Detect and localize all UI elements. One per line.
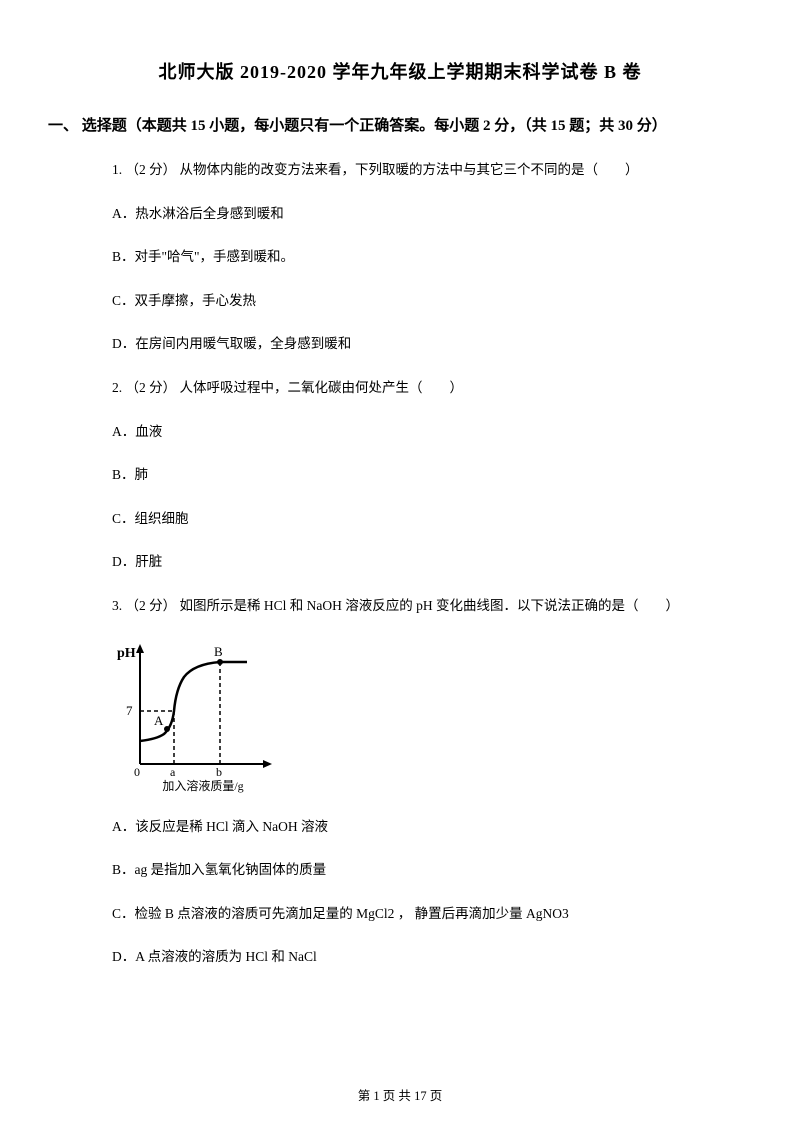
question-points: （2 分）	[126, 162, 177, 177]
option-d: D．在房间内用暖气取暖，全身感到暖和	[112, 333, 732, 355]
question-text: 从物体内能的改变方法来看，下列取暖的方法中与其它三个不同的是（ ）	[180, 162, 639, 177]
point-a-label: A	[154, 713, 164, 728]
x-axis-label: 加入溶液质量/g	[124, 777, 282, 794]
option-c: C．组织细胞	[112, 508, 732, 530]
option-a: A．该反应是稀 HCl 滴入 NaOH 溶液	[112, 816, 732, 838]
question-3: 3. （2 分） 如图所示是稀 HCl 和 NaOH 溶液反应的 pH 变化曲线…	[112, 595, 732, 617]
option-d: D．肝脏	[112, 551, 732, 573]
question-text: 人体呼吸过程中，二氧化碳由何处产生（ ）	[180, 380, 464, 395]
option-c: C．双手摩擦，手心发热	[112, 290, 732, 312]
question-text: 如图所示是稀 HCl 和 NaOH 溶液反应的 pH 变化曲线图．以下说法正确的…	[180, 598, 680, 613]
option-b: B．对手"哈气"，手感到暖和。	[112, 246, 732, 268]
option-a: A．热水淋浴后全身感到暖和	[112, 203, 732, 225]
section-number: 一、	[48, 118, 78, 134]
question-stem: 1. （2 分） 从物体内能的改变方法来看，下列取暖的方法中与其它三个不同的是（…	[112, 159, 732, 181]
footer-total: 17	[414, 1089, 427, 1103]
y-axis-label: pH	[117, 646, 136, 661]
question-number: 2.	[112, 380, 122, 395]
ph-curve	[140, 662, 247, 741]
x-axis-arrow	[263, 760, 272, 768]
footer-prefix: 第	[358, 1089, 371, 1103]
point-b-label: B	[214, 644, 223, 659]
footer-page: 1	[373, 1089, 379, 1103]
page-title: 北师大版 2019-2020 学年九年级上学期期末科学试卷 B 卷	[68, 58, 732, 84]
point-a-marker	[164, 726, 170, 732]
section-label: 选择题（本题共 15 小题，每小题只有一个正确答案。每小题 2 分，（共 15 …	[82, 118, 667, 134]
question-points: （2 分）	[126, 380, 177, 395]
question-stem: 2. （2 分） 人体呼吸过程中，二氧化碳由何处产生（ ）	[112, 377, 732, 399]
question-3-options: A．该反应是稀 HCl 滴入 NaOH 溶液 B．ag 是指加入氢氧化钠固体的质…	[112, 816, 732, 968]
ph-chart-svg: pH 7 A B 0 a b	[112, 639, 282, 779]
xtick-0: 0	[134, 765, 140, 779]
question-number: 3.	[112, 598, 122, 613]
footer-suffix: 页	[430, 1089, 443, 1103]
question-1: 1. （2 分） 从物体内能的改变方法来看，下列取暖的方法中与其它三个不同的是（…	[112, 159, 732, 355]
footer-mid: 页 共	[383, 1089, 411, 1103]
question-number: 1.	[112, 162, 122, 177]
option-c: C．检验 B 点溶液的溶质可先滴加足量的 MgCl2 ， 静置后再滴加少量 Ag…	[112, 903, 732, 925]
ph-chart: pH 7 A B 0 a b 加入溶液质量/g	[112, 639, 282, 794]
option-b: B．肺	[112, 464, 732, 486]
option-a: A．血液	[112, 421, 732, 443]
option-b: B．ag 是指加入氢氧化钠固体的质量	[112, 859, 732, 881]
section-header: 一、 选择题（本题共 15 小题，每小题只有一个正确答案。每小题 2 分，（共 …	[48, 114, 732, 135]
question-2: 2. （2 分） 人体呼吸过程中，二氧化碳由何处产生（ ） A．血液 B．肺 C…	[112, 377, 732, 573]
question-points: （2 分）	[126, 598, 177, 613]
page-footer: 第 1 页 共 17 页	[0, 1085, 800, 1104]
y-axis-arrow	[136, 644, 144, 653]
question-stem: 3. （2 分） 如图所示是稀 HCl 和 NaOH 溶液反应的 pH 变化曲线…	[112, 595, 732, 617]
y-ref-label: 7	[126, 703, 133, 718]
option-d: D．A 点溶液的溶质为 HCl 和 NaCl	[112, 946, 732, 968]
